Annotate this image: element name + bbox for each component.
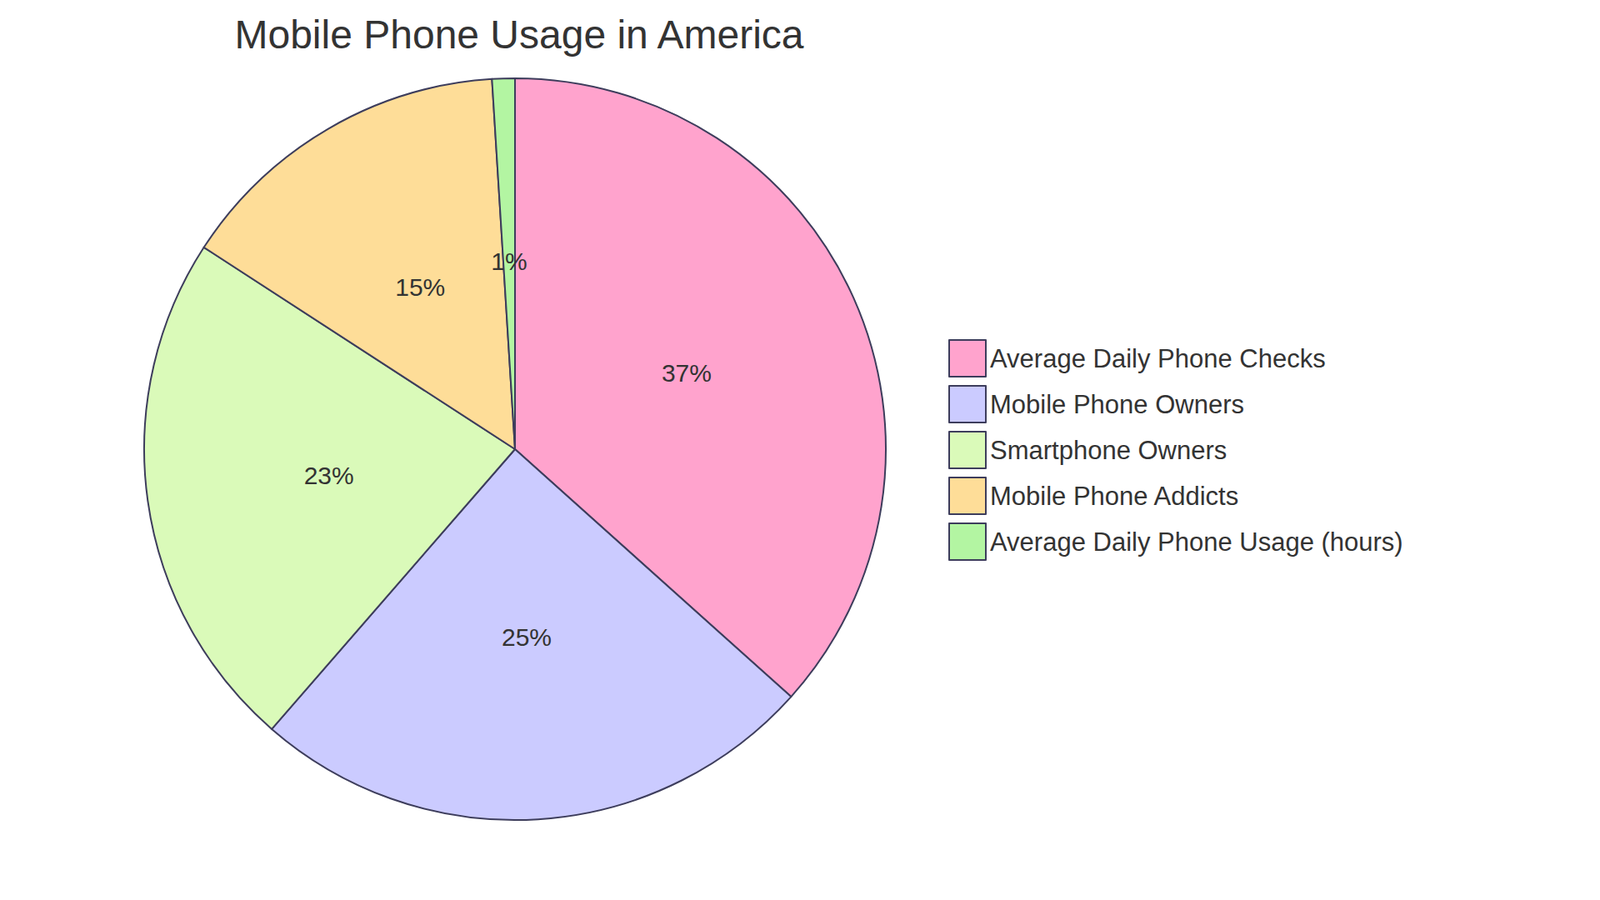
svg-text:15%: 15% — [395, 273, 445, 301]
svg-text:Mobile Phone Owners: Mobile Phone Owners — [990, 390, 1245, 420]
svg-text:1%: 1% — [490, 247, 527, 275]
svg-text:23%: 23% — [304, 461, 355, 490]
svg-text:Mobile Phone Addicts: Mobile Phone Addicts — [990, 481, 1239, 511]
svg-text:Mobile Phone Usage in America: Mobile Phone Usage in America — [234, 12, 804, 57]
svg-text:Smartphone Owners: Smartphone Owners — [990, 435, 1227, 465]
svg-text:Average Daily Phone Checks: Average Daily Phone Checks — [990, 344, 1326, 374]
svg-text:37%: 37% — [661, 359, 712, 387]
svg-text:Average Daily Phone Usage (hou: Average Daily Phone Usage (hours) — [990, 527, 1404, 557]
svg-text:25%: 25% — [501, 623, 552, 651]
